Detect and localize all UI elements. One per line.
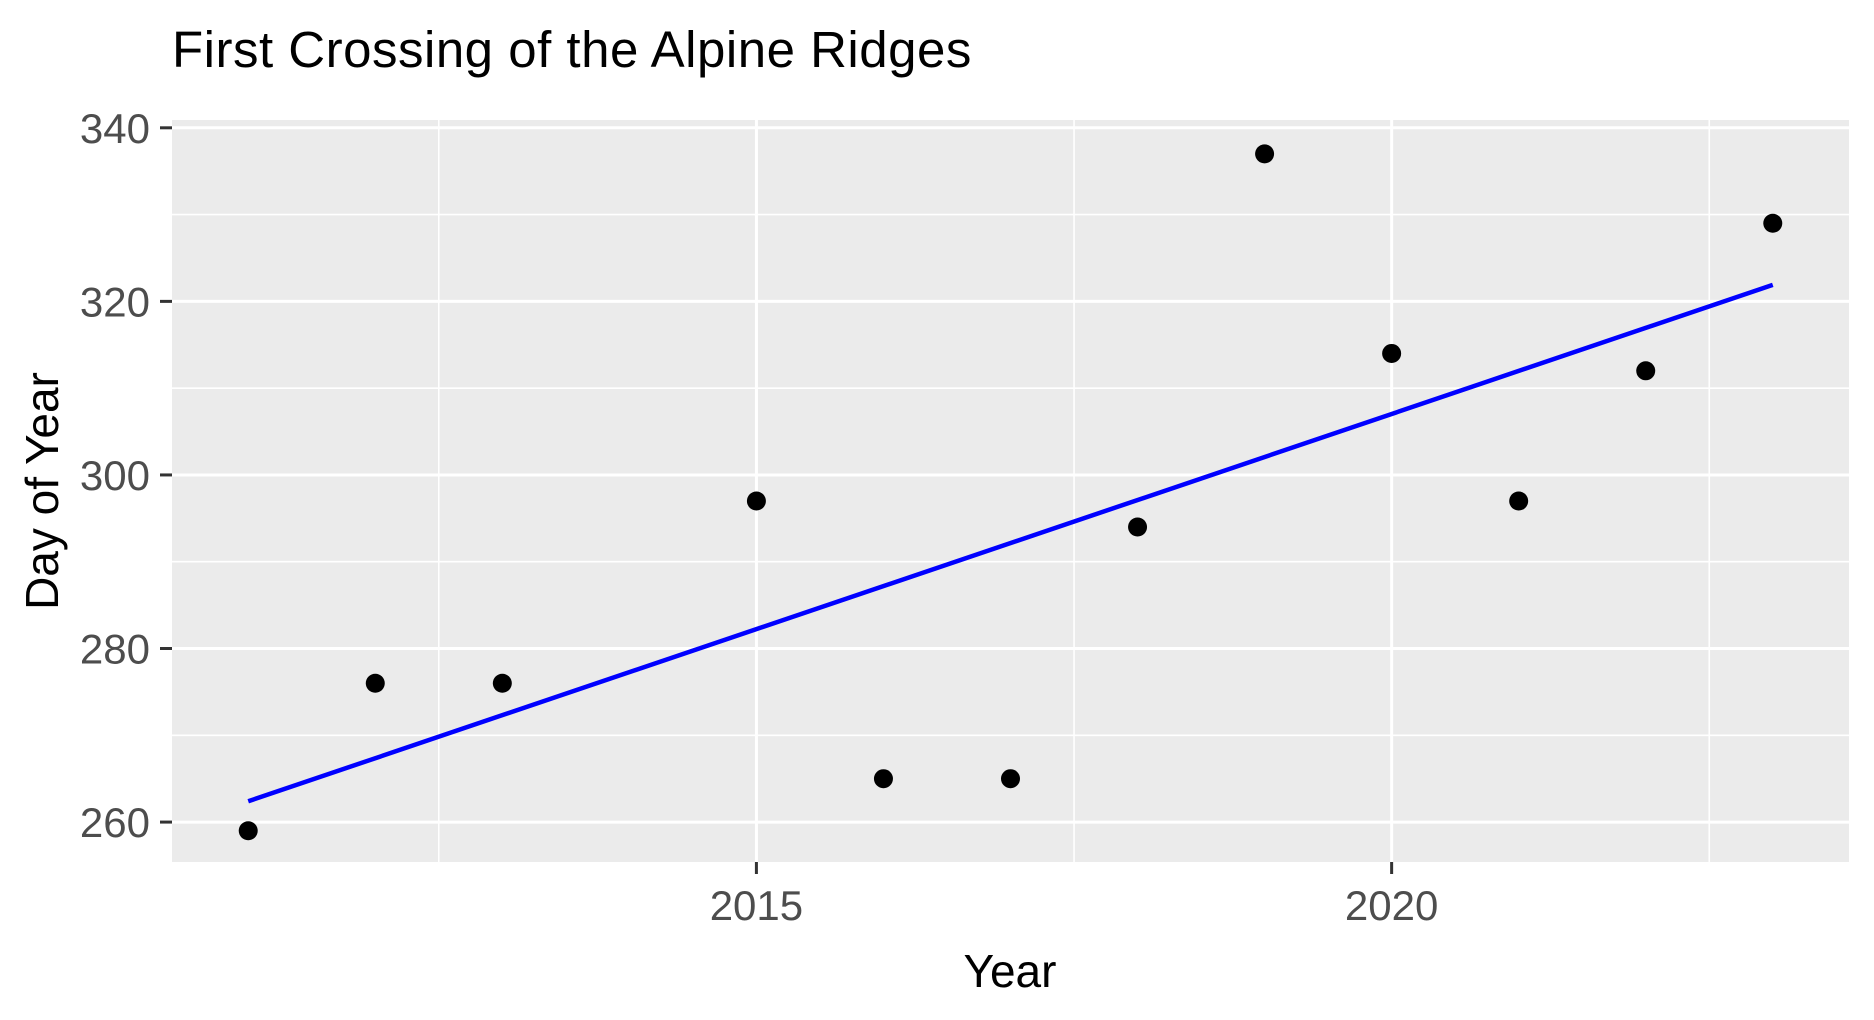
- plot-panel: [172, 120, 1849, 862]
- x-tick-label: 2015: [710, 882, 803, 929]
- data-point: [365, 673, 385, 693]
- y-tick-label: 280: [80, 626, 150, 673]
- trend-line: [247, 282, 1774, 804]
- x-tick-label: 2020: [1345, 882, 1438, 929]
- data-point: [238, 821, 258, 841]
- y-tick-label: 340: [80, 105, 150, 152]
- data-point: [1636, 361, 1656, 381]
- data-point: [873, 769, 893, 789]
- x-axis-title-text: Year: [963, 945, 1057, 997]
- data-point: [746, 491, 766, 511]
- data-point: [1255, 144, 1275, 164]
- y-axis-title: Day of Year: [12, 0, 72, 982]
- data-point: [1509, 491, 1529, 511]
- data-point: [1001, 769, 1020, 789]
- chart-title: First Crossing of the Alpine Ridges: [172, 21, 972, 78]
- y-axis-title-text: Day of Year: [16, 372, 68, 610]
- x-axis-title: Year: [0, 944, 1874, 998]
- y-tick-label: 260: [80, 799, 150, 846]
- y-tick-label: 320: [80, 278, 150, 325]
- data-point: [1763, 213, 1783, 233]
- data-point: [1382, 343, 1402, 363]
- data-point: [492, 673, 512, 693]
- data-point: [1128, 517, 1148, 537]
- y-tick-label: 300: [80, 452, 150, 499]
